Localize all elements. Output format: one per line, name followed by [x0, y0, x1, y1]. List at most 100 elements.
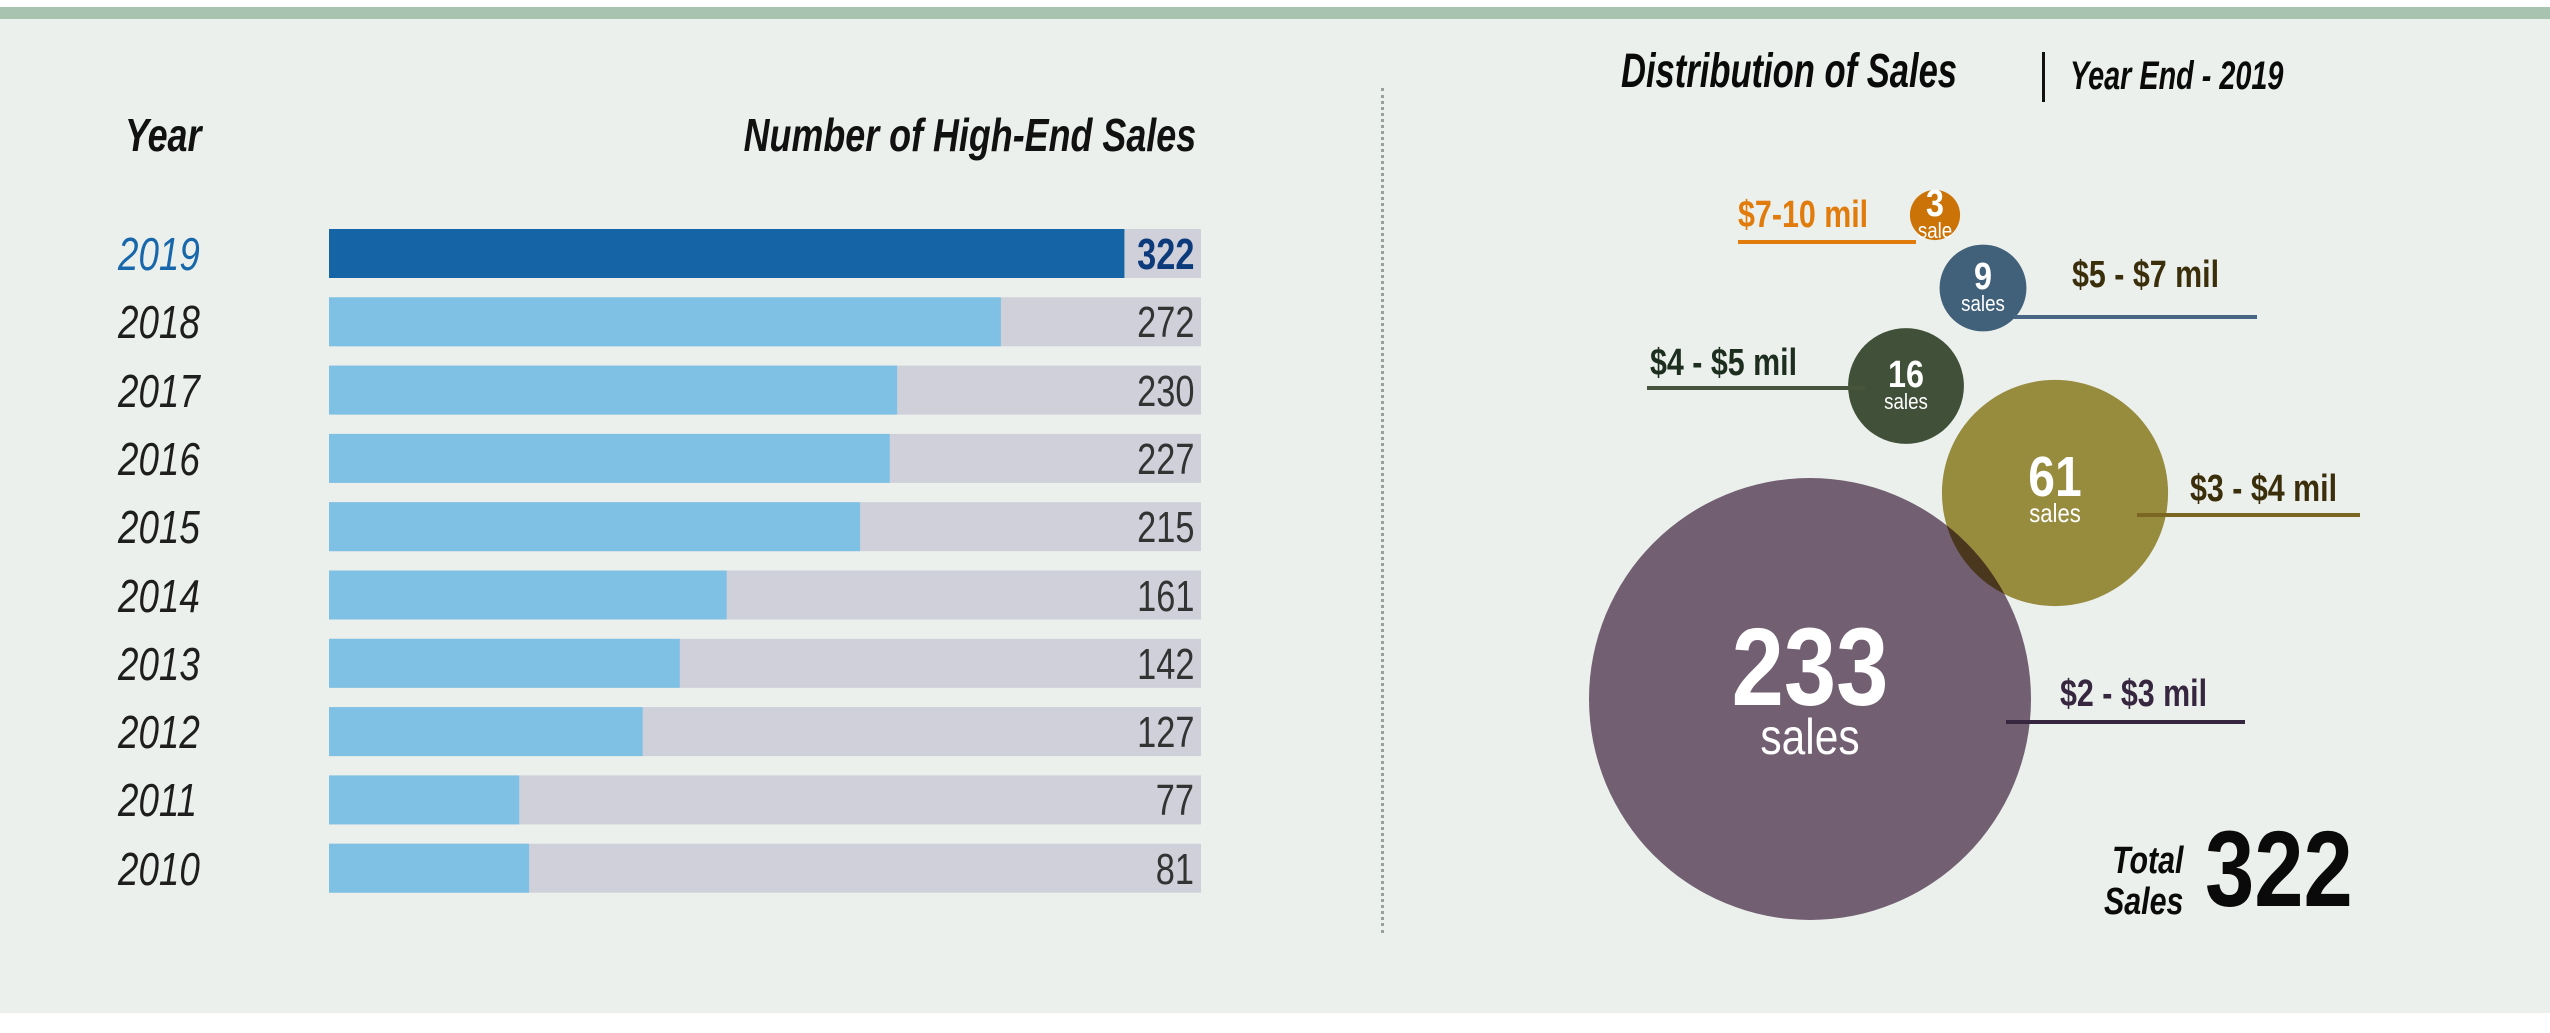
year-label-2018: 2018 [118, 299, 220, 345]
bubble-unit-61: sales [2025, 500, 2086, 526]
price-range-text: $5 - $7 mil [2072, 254, 2220, 296]
price-range-text: $7-10 mil [1738, 194, 1869, 236]
bubble-unit-9: sales [1957, 290, 2008, 316]
bar-value-label-2014: 161 [1121, 571, 1194, 621]
price-range-label-61: $3 - $4 mil [2190, 470, 2374, 508]
bubble-unit-text: sales [1760, 709, 1860, 766]
year-label-2019: 2019 [118, 231, 220, 277]
bubble-unit-text: sales [1884, 388, 1928, 414]
bar-value-text: 127 [1136, 708, 1194, 758]
bar-value-text: 272 [1136, 298, 1194, 348]
bubble-unit-233: sales [1752, 712, 1869, 762]
bubble-unit-text: sale [1917, 217, 1953, 243]
section-divider [1381, 88, 1384, 933]
bubble-group [1589, 189, 2169, 920]
bubble-value-text: 16 [1888, 354, 1924, 397]
year-label-2010: 2010 [118, 846, 220, 892]
price-range-text: $4 - $5 mil [1650, 342, 1798, 384]
year-label-text: 2017 [118, 364, 200, 417]
bar-2017 [329, 365, 898, 415]
bar-value-label-2011: 77 [1145, 779, 1194, 823]
bar-2019 [329, 229, 1125, 278]
total-label-text: Total [2112, 840, 2184, 882]
year-label-text: 2012 [118, 706, 200, 759]
bubble-9 [1939, 244, 2027, 332]
bar-value-text: 230 [1136, 366, 1194, 416]
price-range-label-3: $7-10 mil [1738, 196, 1901, 234]
bubble-value-text: 3 [1926, 183, 1944, 226]
bar-value-text: 142 [1136, 639, 1194, 689]
bar-value-label-2018: 272 [1121, 301, 1194, 345]
bar-value-text: 215 [1136, 503, 1194, 553]
year-label-2015: 2015 [118, 504, 220, 550]
year-label-2011: 2011 [118, 777, 217, 823]
price-range-label-16: $4 - $5 mil [1650, 344, 1834, 382]
year-label-2017: 2017 [118, 368, 220, 414]
bubble-value-text: 61 [2028, 444, 2082, 508]
bubble-title-text: Distribution of Sales [1621, 45, 1958, 98]
bar-value-text: 77 [1155, 776, 1194, 826]
year-label-text: 2016 [118, 432, 200, 485]
price-range-text: $3 - $4 mil [2190, 468, 2338, 510]
price-range-label-9: $5 - $7 mil [2072, 256, 2256, 294]
year-label-2016: 2016 [118, 436, 220, 482]
year-label-text: 2018 [118, 296, 200, 349]
bubble-chart-title: Distribution of Sales [1621, 48, 2088, 96]
bubble-unit-text: sales [2029, 497, 2081, 528]
bubble-subtitle-text: Year End - 2019 [2070, 54, 2284, 98]
bar-value-text: 227 [1136, 434, 1194, 484]
bar-value-label-2017: 230 [1121, 366, 1194, 416]
bar-value-label-2016: 227 [1121, 434, 1194, 484]
bar-2014 [329, 570, 727, 620]
bubble-3 [1909, 189, 1961, 241]
bubble-unit-text: sales [1961, 290, 2005, 316]
sales-column-header: Number of High-End Sales [616, 112, 1196, 158]
price-range-text: $2 - $3 mil [2060, 673, 2208, 715]
bar-value-text: 161 [1136, 571, 1194, 621]
top-accent-band [0, 7, 2550, 19]
bar-value-text: 322 [1136, 230, 1194, 279]
year-label-2012: 2012 [118, 709, 220, 755]
total-label-line2: Sales [2104, 883, 2203, 921]
bar-2010 [329, 843, 530, 893]
title-separator [2042, 52, 2045, 102]
year-header-text: Year [125, 109, 202, 161]
bar-2016 [329, 433, 890, 483]
price-range-label-233: $2 - $3 mil [2060, 675, 2244, 713]
bubble-61 [1941, 379, 2169, 607]
year-column-header: Year [125, 112, 223, 158]
total-sales-label-text: Sales [2104, 881, 2184, 923]
bar-value-label-2015: 215 [1121, 506, 1194, 550]
bubble-value-16: 16 [1885, 356, 1927, 394]
year-label-text: 2011 [118, 774, 198, 827]
bar-value-label-2012: 127 [1121, 711, 1194, 755]
bar-value-label-2019: 322 [1121, 233, 1194, 277]
year-label-text: 2019 [118, 228, 200, 280]
bubble-value-3: 3 [1924, 185, 1945, 223]
bubble-unit-16: sales [1880, 388, 1931, 414]
total-sales-number: 322 [2205, 808, 2353, 929]
bubble-value-233: 233 [1718, 605, 1902, 729]
bubble-16 [1848, 328, 1964, 444]
bar-2015 [329, 502, 861, 552]
bubble-value-61: 61 [2024, 444, 2087, 508]
total-label-line1: Total [2112, 842, 2201, 880]
bar-2012 [329, 707, 643, 757]
bubble-chart-subtitle: Year End - 2019 [2070, 56, 2366, 96]
sales-header-text: Number of High-End Sales [743, 109, 1196, 161]
bar-2013 [329, 638, 680, 688]
year-label-2014: 2014 [118, 573, 220, 619]
bar-value-label-2013: 142 [1121, 639, 1194, 689]
year-label-text: 2015 [118, 501, 200, 554]
year-label-2013: 2013 [118, 641, 220, 687]
bubble-233 [1589, 478, 2031, 920]
bubble-value-text: 233 [1731, 605, 1889, 729]
bar-value-text: 81 [1155, 844, 1194, 894]
total-sales-value: 322 [2205, 815, 2385, 923]
bar-2011 [329, 775, 520, 825]
year-label-text: 2014 [118, 569, 200, 622]
bar-value-label-2010: 81 [1145, 844, 1194, 894]
year-label-text: 2010 [118, 842, 200, 895]
bubble-value-9: 9 [1972, 258, 1993, 296]
